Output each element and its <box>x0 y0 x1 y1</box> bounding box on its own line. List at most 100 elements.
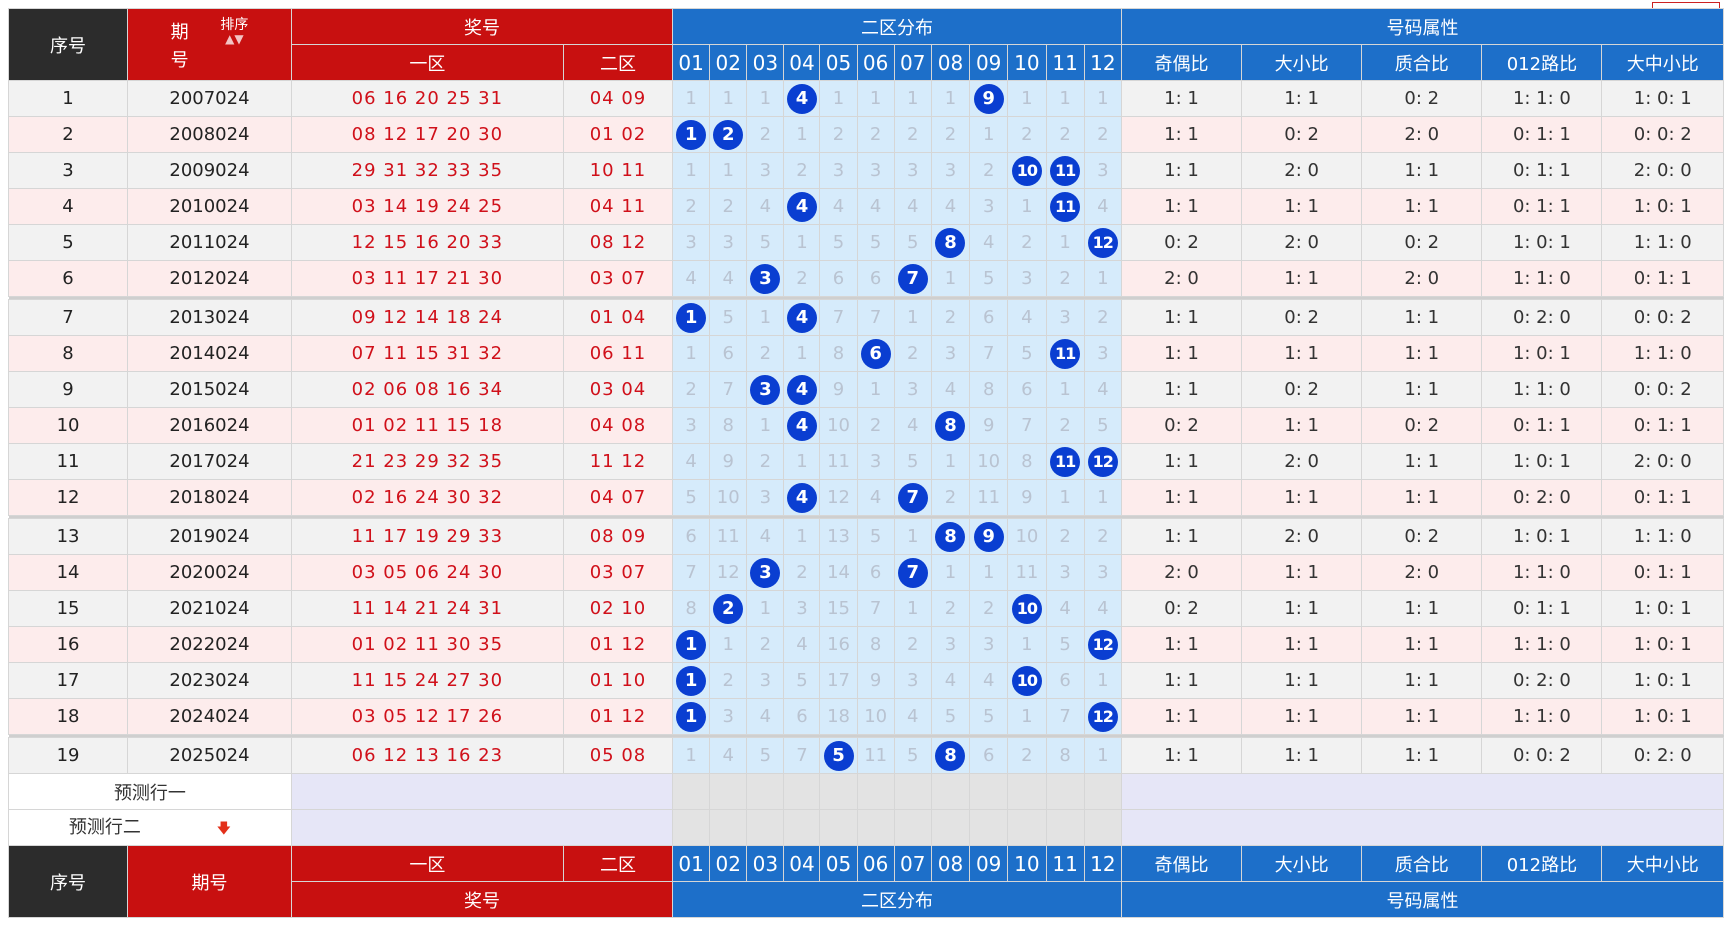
header-attr-col[interactable]: 大小比 <box>1241 44 1363 81</box>
footer-dist-05[interactable]: 05 <box>819 845 858 882</box>
footer-dist-01[interactable]: 01 <box>672 845 711 882</box>
footer-attr-col[interactable]: 大中小比 <box>1601 845 1724 882</box>
row-period: 2021024 <box>127 590 292 627</box>
prediction-pick-cell[interactable] <box>1007 809 1047 846</box>
prediction-row-1-label[interactable]: 预测行一 <box>8 773 292 810</box>
header-dist-04[interactable]: 04 <box>783 44 821 81</box>
footer-attr-col[interactable]: 奇偶比 <box>1120 845 1243 882</box>
prediction-pick-cell[interactable] <box>819 809 858 846</box>
footer-dist-11[interactable]: 11 <box>1045 845 1085 882</box>
row-attr-value: 1: 1 <box>1361 626 1483 663</box>
dist-cell: 9 <box>969 80 1009 117</box>
prediction-pick-cell[interactable] <box>930 809 971 846</box>
prediction-row-1-prize[interactable] <box>290 773 674 810</box>
dist-cell: 11 <box>1045 335 1085 372</box>
miss-count: 1 <box>969 116 1009 153</box>
miss-count: 5 <box>969 260 1009 297</box>
header-period[interactable]: 期 排序 ▲▼ 号 <box>127 8 292 81</box>
footer-dist-09[interactable]: 09 <box>969 845 1009 882</box>
prediction-pick-cell[interactable] <box>1083 773 1122 810</box>
header-dist-12[interactable]: 12 <box>1083 44 1122 81</box>
dist-cell: 7 <box>893 260 932 297</box>
prediction-pick-cell[interactable] <box>1045 809 1085 846</box>
header-dist-07[interactable]: 07 <box>893 44 932 81</box>
header-zone2: 二区 <box>562 44 674 81</box>
dist-cell: 7 <box>893 479 932 516</box>
header-dist-05[interactable]: 05 <box>819 44 858 81</box>
row-seq: 10 <box>7 407 129 444</box>
prediction-pick-cell[interactable] <box>1007 773 1047 810</box>
prediction-pick-cell[interactable] <box>856 773 895 810</box>
expand-arrow-icon[interactable]: 🡇 <box>216 821 231 837</box>
table-header: 序号 期 排序 ▲▼ 号 奖号 二区分布 号码属性 <box>7 8 1724 81</box>
footer-attr-col[interactable]: 大小比 <box>1241 845 1363 882</box>
prediction-pick-cell[interactable] <box>969 809 1009 846</box>
prediction-pick-cell[interactable] <box>856 809 895 846</box>
header-attr-col[interactable]: 012路比 <box>1481 44 1603 81</box>
prediction-pick-cell[interactable] <box>930 773 971 810</box>
prediction-pick-cell[interactable] <box>819 773 858 810</box>
footer-dist-02[interactable]: 02 <box>709 845 748 882</box>
footer-dist-10[interactable]: 10 <box>1007 845 1047 882</box>
footer-dist-03[interactable]: 03 <box>746 845 785 882</box>
prediction-pick-cell[interactable] <box>709 809 748 846</box>
prediction-pick-cell[interactable] <box>1045 773 1085 810</box>
miss-count: 4 <box>1083 371 1122 408</box>
footer-dist-08[interactable]: 08 <box>930 845 971 882</box>
miss-count: 11 <box>856 737 895 774</box>
prediction-pick-cell[interactable] <box>746 773 785 810</box>
miss-count: 2 <box>1083 116 1122 153</box>
header-dist-08[interactable]: 08 <box>930 44 971 81</box>
miss-count: 4 <box>672 443 711 480</box>
prediction-pick-cell[interactable] <box>746 809 785 846</box>
prediction-pick-cell[interactable] <box>783 809 821 846</box>
prediction-pick-cell[interactable] <box>893 809 932 846</box>
prediction-pick-cell[interactable] <box>1083 809 1122 846</box>
miss-count: 2 <box>819 116 858 153</box>
header-dist-10[interactable]: 10 <box>1007 44 1047 81</box>
miss-count: 2 <box>783 152 821 189</box>
miss-count: 3 <box>672 407 711 444</box>
footer-attr-col[interactable]: 质合比 <box>1361 845 1483 882</box>
miss-count: 6 <box>1045 662 1085 699</box>
miss-count: 5 <box>930 698 971 735</box>
dist-cell: 1 <box>672 299 711 336</box>
header-dist-09[interactable]: 09 <box>969 44 1009 81</box>
header-attr-col[interactable]: 大中小比 <box>1601 44 1724 81</box>
footer-dist-07[interactable]: 07 <box>893 845 932 882</box>
sort-control[interactable]: 排序 ▲▼ <box>220 18 248 46</box>
prediction-pick-cell[interactable] <box>969 773 1009 810</box>
footer-dist-12[interactable]: 12 <box>1083 845 1122 882</box>
table-row: 12 2018024 02 16 24 30 32 04 07 5 10 3 4 12 4 7 2 11… <box>7 479 1724 516</box>
prediction-row-2-prize[interactable] <box>290 809 674 846</box>
dist-cell: 1 <box>672 116 711 153</box>
footer-dist-06[interactable]: 06 <box>856 845 895 882</box>
header-attr-col[interactable]: 质合比 <box>1361 44 1483 81</box>
hit-ball: 4 <box>786 482 817 513</box>
header-dist-02[interactable]: 02 <box>709 44 748 81</box>
header-attr-col[interactable]: 奇偶比 <box>1120 44 1243 81</box>
miss-count: 7 <box>969 335 1009 372</box>
prediction-pick-cell[interactable] <box>672 773 711 810</box>
dist-cell: 8 <box>930 518 971 555</box>
header-dist-03[interactable]: 03 <box>746 44 785 81</box>
table-row: 6 2012024 03 11 17 21 30 03 07 4 4 3 2 6 6 7 1 5 3 2 1 2… <box>7 260 1724 297</box>
row-attr-value: 1: 1: 0 <box>1601 335 1724 372</box>
header-dist-01[interactable]: 01 <box>672 44 711 81</box>
prediction-pick-cell[interactable] <box>672 809 711 846</box>
header-dist-06[interactable]: 06 <box>856 44 895 81</box>
row-attr-value: 1: 1 <box>1120 662 1243 699</box>
table-row: 9 2015024 02 06 08 16 34 03 04 2 7 3 4 9 1 3 4 8 6 1 4 1… <box>7 371 1724 408</box>
miss-count: 7 <box>1007 407 1047 444</box>
row-attr-value: 0: 2 <box>1361 518 1483 555</box>
prediction-pick-cell[interactable] <box>893 773 932 810</box>
miss-count: 1 <box>746 407 785 444</box>
miss-count: 5 <box>1045 626 1085 663</box>
prediction-pick-cell[interactable] <box>783 773 821 810</box>
footer-dist-04[interactable]: 04 <box>783 845 821 882</box>
header-dist-11[interactable]: 11 <box>1045 44 1085 81</box>
footer-attr-col[interactable]: 012路比 <box>1481 845 1603 882</box>
prediction-row-2-label[interactable]: 预测行二 🡇 <box>8 809 292 846</box>
prediction-pick-cell[interactable] <box>709 773 748 810</box>
